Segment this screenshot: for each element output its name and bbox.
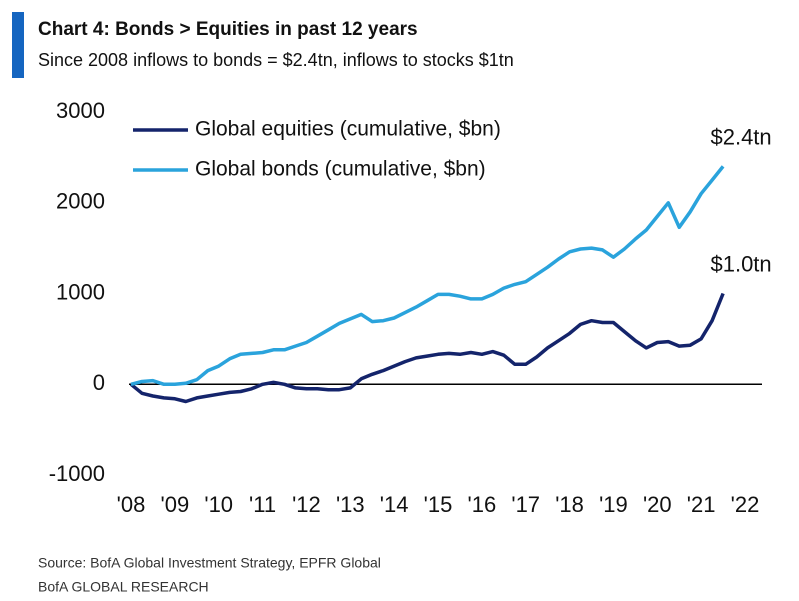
series-line — [130, 165, 725, 387]
y-tick-label: 2000 — [56, 189, 105, 214]
chart-subtitle: Since 2008 inflows to bonds = $2.4tn, in… — [38, 50, 514, 70]
legend-label: Global bonds (cumulative, $bn) — [195, 158, 486, 181]
x-tick-label: '08 — [117, 492, 146, 517]
chart-title: Chart 4: Bonds > Equities in past 12 yea… — [38, 19, 418, 40]
x-tick-label: '17 — [511, 492, 540, 517]
x-tick-label: '13 — [336, 492, 365, 517]
x-tick-label: '19 — [599, 492, 628, 517]
title-bar — [12, 12, 24, 78]
y-tick-label: 1000 — [56, 279, 105, 304]
end-annotation: $1.0tn — [710, 251, 771, 276]
x-tick-label: '20 — [643, 492, 672, 517]
y-tick-label: -1000 — [49, 461, 105, 486]
x-tick-label: '15 — [424, 492, 453, 517]
x-tick-label: '11 — [249, 492, 276, 517]
x-tick-label: '12 — [292, 492, 321, 517]
x-tick-label: '16 — [468, 492, 497, 517]
y-tick-label: 3000 — [56, 98, 105, 123]
brand-note: BofA GLOBAL RESEARCH — [38, 579, 209, 595]
y-tick-label: 0 — [93, 370, 105, 395]
legend-label: Global equities (cumulative, $bn) — [195, 118, 501, 141]
x-tick-label: '14 — [380, 492, 409, 517]
x-tick-label: '21 — [687, 492, 716, 517]
x-tick-label: '09 — [161, 492, 190, 517]
x-tick-label: '18 — [555, 492, 584, 517]
x-tick-label: '10 — [204, 492, 233, 517]
series-line — [129, 292, 725, 404]
end-annotation: $2.4tn — [710, 124, 771, 149]
source-note: Source: BofA Global Investment Strategy,… — [38, 555, 381, 571]
x-tick-label: '22 — [731, 492, 760, 517]
